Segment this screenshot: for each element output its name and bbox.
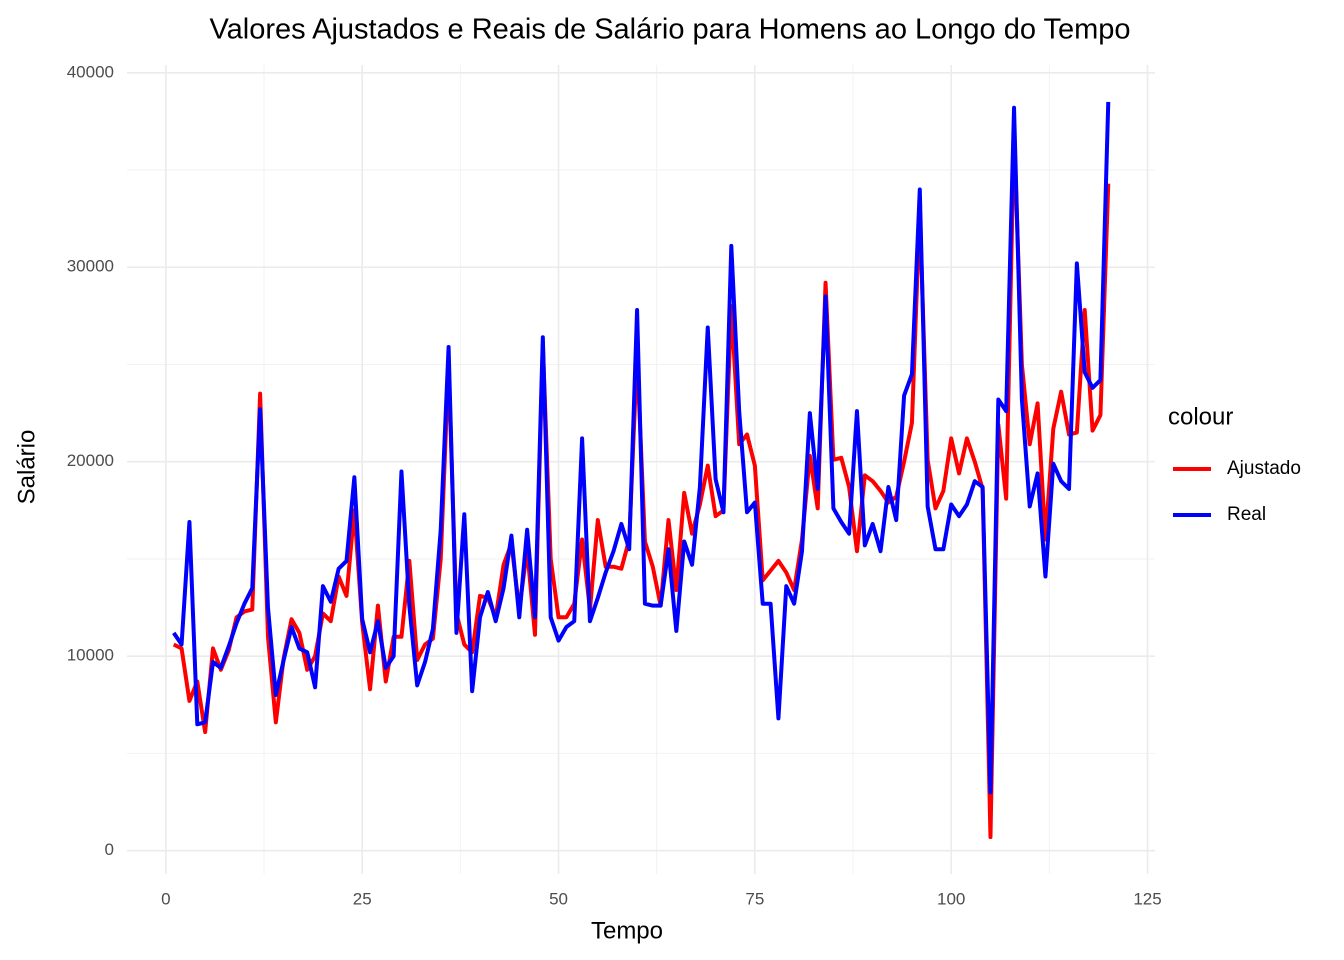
x-tick-label: 25: [353, 889, 372, 908]
y-tick-label: 30000: [67, 257, 114, 276]
y-tick-label: 20000: [67, 451, 114, 470]
y-tick-label: 40000: [67, 62, 114, 81]
x-axis-title: Tempo: [591, 917, 663, 944]
series-line: [172, 101, 1111, 795]
lines: [172, 101, 1111, 840]
chart-title: Valores Ajustados e Reais de Salário par…: [209, 14, 1130, 46]
y-tick-label: 10000: [67, 646, 114, 665]
legend-label: Real: [1227, 504, 1266, 525]
y-axis-title: Salário: [13, 430, 40, 505]
x-tick-label: 0: [161, 889, 170, 908]
y-tick-label: 0: [105, 840, 114, 859]
x-tick-label: 75: [745, 889, 764, 908]
x-tick-label: 100: [937, 889, 965, 908]
legend-label: Ajustado: [1227, 458, 1301, 479]
x-tick-label: 125: [1133, 889, 1161, 908]
legend-title: colour: [1168, 403, 1233, 430]
x-tick-label: 50: [549, 889, 568, 908]
